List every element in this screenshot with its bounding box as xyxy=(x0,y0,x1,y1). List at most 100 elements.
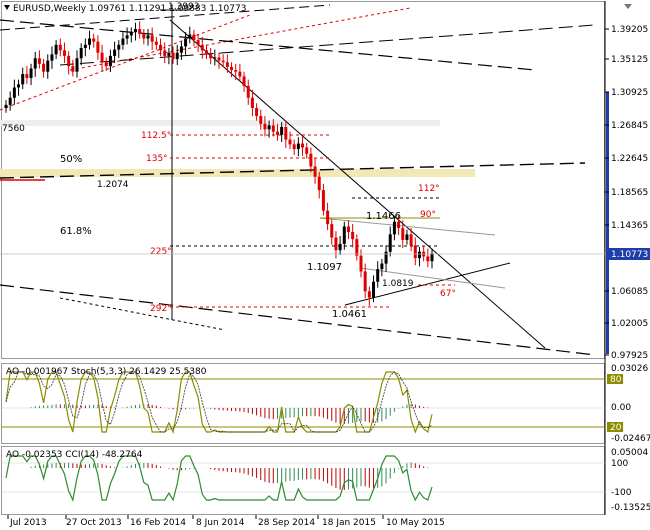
current-price-label: 1.10773 xyxy=(611,250,648,260)
candle-body xyxy=(317,176,321,191)
candle-body xyxy=(133,29,137,33)
candle-body xyxy=(4,104,8,109)
fib-618-label: 61.8% xyxy=(60,226,92,237)
stoch-level-20: 20 xyxy=(610,423,622,433)
candle-body xyxy=(305,147,309,154)
candle-body xyxy=(163,50,167,56)
candle-body xyxy=(392,221,396,235)
candle-body xyxy=(397,221,401,229)
candle-body xyxy=(246,85,250,98)
candle-body xyxy=(8,97,12,105)
candle-body xyxy=(326,210,330,225)
time-tick: 8 Jun 2014 xyxy=(196,518,245,528)
price-tick: 1.30925 xyxy=(611,88,648,98)
candle-body xyxy=(50,54,54,61)
cci-pane: AO -0.02353 CCI(14) -48.2764 0.05004 100… xyxy=(2,448,650,513)
candle-body xyxy=(192,34,196,41)
candle-body xyxy=(430,253,434,262)
candle-body xyxy=(338,243,342,251)
candle-body xyxy=(100,52,104,63)
candle-body xyxy=(62,50,66,56)
candle-body xyxy=(58,44,62,51)
candle-body xyxy=(263,123,267,130)
candle-body xyxy=(179,46,183,53)
candle-body xyxy=(355,239,359,256)
time-tick: 28 Sep 2014 xyxy=(258,518,315,528)
candle-body xyxy=(83,44,87,48)
candle-body xyxy=(242,76,246,86)
candle-body xyxy=(380,263,384,270)
chart-header: EURUSD,Weekly 1.09761 1.11291 1.09883 1.… xyxy=(4,4,246,14)
candle-body xyxy=(42,63,46,72)
candle-body xyxy=(321,190,325,211)
time-tick: 18 Jan 2015 xyxy=(322,518,376,528)
candle-body xyxy=(275,131,279,135)
level-12074: 1.2074 xyxy=(97,180,129,190)
fib-label-135: 135° xyxy=(146,154,168,164)
candle-body xyxy=(238,71,242,77)
candle-body xyxy=(346,226,350,232)
price-tick: 1.02005 xyxy=(611,319,648,329)
candle-body xyxy=(113,49,117,56)
candle-body xyxy=(21,74,25,85)
chart-title: EURUSD,Weekly 1.09761 1.11291 1.09883 1.… xyxy=(13,4,246,14)
candle-body xyxy=(334,237,338,251)
candle-body xyxy=(426,256,430,262)
fib-50-label: 50% xyxy=(60,154,82,165)
candle-body xyxy=(267,125,271,130)
candle-body xyxy=(108,55,112,67)
resistance-band xyxy=(0,169,475,177)
level-10819: 1.0819 xyxy=(382,279,414,289)
stoch-title: AO -0.001967 Stoch(5,3,3) 26.1429 25.538… xyxy=(6,367,207,377)
candle-body xyxy=(230,66,234,71)
time-tick: Jul 2013 xyxy=(9,518,47,528)
candle-body xyxy=(79,47,83,59)
candle-body xyxy=(25,74,29,79)
time-tick: 27 Oct 2013 xyxy=(66,518,122,528)
candle-body xyxy=(146,35,150,39)
candle-body xyxy=(67,55,71,67)
candle-body xyxy=(301,143,305,148)
candle-body xyxy=(175,52,179,60)
candle-body xyxy=(71,66,75,72)
price-tick: 1.06085 xyxy=(611,287,648,297)
stoch-axis-tick: 0.03026 xyxy=(611,364,648,374)
candle-body xyxy=(363,271,367,292)
cci-title: AO -0.02353 CCI(14) -48.2764 xyxy=(6,450,143,460)
candle-body xyxy=(259,115,263,124)
chart-shift-icon[interactable] xyxy=(624,4,632,9)
candle-body xyxy=(401,228,405,240)
fib-label-67: 67° xyxy=(440,289,456,299)
candle-body xyxy=(359,255,363,272)
fib-label-112: 112° xyxy=(418,184,440,194)
fib-label-292: 292° xyxy=(150,304,172,314)
candle-body xyxy=(313,166,317,177)
candle-body xyxy=(292,144,296,150)
stoch-pane: AO -0.001967 Stoch(5,3,3) 26.1429 25.538… xyxy=(2,364,650,444)
time-tick: 16 Feb 2014 xyxy=(130,518,186,528)
level-11097: 1.1097 xyxy=(307,262,342,273)
candle-body xyxy=(409,234,413,246)
candle-body xyxy=(351,231,355,240)
candle-body xyxy=(209,54,213,59)
candle-body xyxy=(104,62,108,67)
price-tick: 1.26845 xyxy=(611,121,648,131)
candle-body xyxy=(342,226,346,244)
candle-body xyxy=(12,87,16,98)
candle-body xyxy=(376,269,380,282)
time-tick: 10 May 2015 xyxy=(386,518,445,528)
candle-body xyxy=(367,291,371,298)
candle-body xyxy=(200,44,204,51)
candle-body xyxy=(29,68,33,79)
candle-body xyxy=(204,50,208,55)
stoch-level-80: 80 xyxy=(610,375,622,385)
candle-body xyxy=(121,38,125,45)
cci-axis-tick: 0.05004 xyxy=(611,448,648,458)
price-tick: 1.14365 xyxy=(611,221,648,231)
candle-body xyxy=(330,224,334,238)
candle-body xyxy=(125,35,129,39)
stoch-axis-tick: 0.00 xyxy=(611,403,631,413)
left-price-label: 7560 xyxy=(2,124,25,134)
candle-body xyxy=(154,41,158,45)
